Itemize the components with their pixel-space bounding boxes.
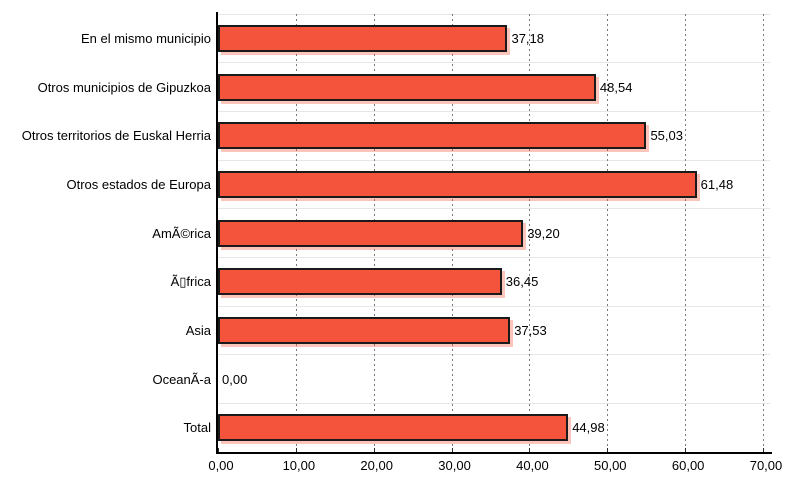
row-gridline (218, 256, 770, 258)
category-label: Asia (185, 322, 211, 338)
x-tick-label: 20,00 (360, 458, 393, 473)
x-tick-label: 0,00 (208, 458, 234, 473)
row-gridline (218, 159, 770, 161)
x-gridline (607, 14, 609, 452)
value-label: 36,45 (505, 274, 539, 290)
x-tick-label: 70,00 (749, 458, 783, 473)
x-axis-tick (218, 448, 219, 452)
x-axis-tick (685, 448, 687, 452)
value-label: 37,53 (514, 322, 547, 338)
bar (218, 219, 524, 247)
value-label: 37,18 (511, 30, 545, 46)
category-label: Otros municipios de Gipuzkoa (37, 79, 211, 95)
bar (218, 24, 508, 52)
row-gridline (218, 13, 770, 15)
category-label: Otros estados de Europa (66, 176, 211, 192)
category-label: Otros territorios de Euskal Herria (21, 128, 211, 144)
x-axis-tick (295, 448, 297, 452)
value-label: 61,48 (700, 176, 734, 192)
x-tick-label: 10,00 (282, 458, 316, 473)
row-gridline (218, 354, 770, 356)
bar (218, 122, 647, 150)
bar (218, 170, 697, 198)
row-gridline (218, 305, 770, 307)
row-gridline (218, 62, 770, 64)
x-gridline (763, 14, 764, 452)
x-axis-tick (451, 448, 453, 452)
x-axis-line (216, 452, 772, 454)
bar (218, 73, 596, 101)
value-label: 44,98 (572, 420, 605, 436)
x-axis-tick (373, 448, 375, 452)
x-tick-label: 50,00 (594, 458, 627, 473)
value-label: 55,03 (650, 128, 683, 144)
category-label: En el mismo municipio (80, 30, 211, 46)
value-label: 0,00 (222, 371, 248, 387)
category-label: OceanÃ-a (152, 371, 211, 387)
x-axis-tick (529, 448, 531, 452)
bar (218, 316, 511, 344)
category-label: AmÃ©rica (152, 225, 211, 241)
y-axis-line (216, 12, 218, 454)
row-gridline (218, 110, 770, 112)
x-tick-label: 60,00 (671, 458, 705, 473)
value-label: 48,54 (599, 79, 633, 95)
category-label: Total (183, 420, 211, 436)
x-axis-tick (763, 448, 764, 452)
value-label: 39,20 (527, 225, 560, 241)
bar (218, 268, 502, 296)
row-gridline (218, 208, 770, 210)
x-axis-tick (607, 448, 609, 452)
x-tick-label: 40,00 (516, 458, 549, 473)
category-label: Ã▯frica (170, 274, 211, 290)
bar (218, 414, 569, 442)
x-tick-label: 30,00 (438, 458, 471, 473)
x-gridline (529, 14, 531, 452)
row-gridline (218, 402, 770, 404)
x-gridline (685, 14, 687, 452)
